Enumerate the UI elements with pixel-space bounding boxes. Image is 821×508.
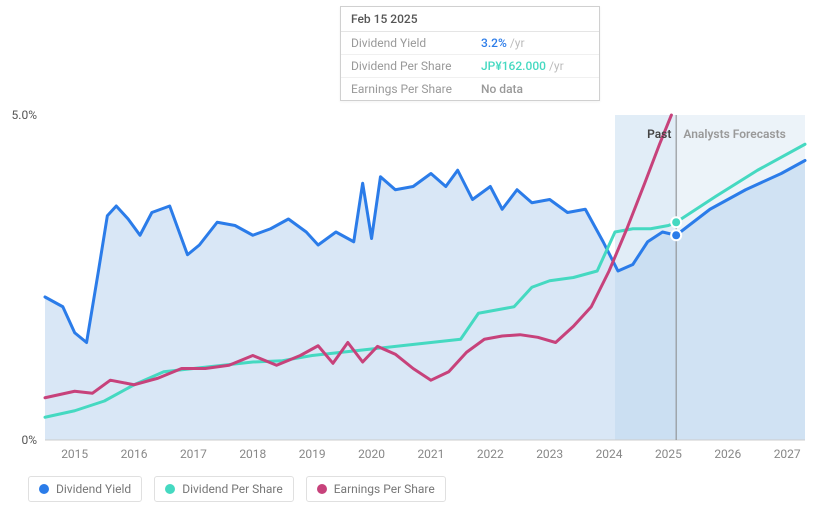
past-label: Past <box>647 127 671 141</box>
hover-tooltip: Feb 15 2025 Dividend Yield3.2%/yrDividen… <box>340 6 600 101</box>
tooltip-row-label: Earnings Per Share <box>351 82 481 96</box>
tooltip-row-suffix: /yr <box>510 36 525 50</box>
dividend-chart: 0% 5.0% 2015 2016 2017 2018 2019 2020 2021 2022 20… <box>0 0 821 508</box>
tooltip-row: Dividend Yield3.2%/yr <box>341 32 599 55</box>
tooltip-row: Earnings Per ShareNo data <box>341 78 599 100</box>
x-tick-label: 2016 <box>121 447 148 461</box>
x-tick-label: 2015 <box>61 447 88 461</box>
x-tick-label: 2026 <box>714 447 741 461</box>
legend-dot-icon <box>165 484 175 494</box>
x-tick-label: 2021 <box>417 447 444 461</box>
legend-item-dividend_yield[interactable]: Dividend Yield <box>28 476 142 502</box>
hover-marker-1 <box>672 218 680 226</box>
tooltip-row-suffix: /yr <box>549 59 564 73</box>
tooltip-row-label: Dividend Yield <box>351 36 481 50</box>
x-tick-label: 2025 <box>655 447 682 461</box>
legend-dot-icon <box>317 484 327 494</box>
legend-item-dividend_per_share[interactable]: Dividend Per Share <box>154 476 294 502</box>
x-tick-label: 2017 <box>180 447 207 461</box>
y-tick-label: 5.0% <box>12 108 38 122</box>
legend-label: Dividend Per Share <box>182 482 283 496</box>
x-tick-label: 2022 <box>477 447 504 461</box>
x-tick-label: 2023 <box>536 447 563 461</box>
tooltip-row: Dividend Per ShareJP¥162.000/yr <box>341 55 599 78</box>
tooltip-row-label: Dividend Per Share <box>351 59 481 73</box>
x-tick-label: 2019 <box>299 447 326 461</box>
x-tick-label: 2027 <box>774 447 801 461</box>
tooltip-date: Feb 15 2025 <box>341 7 599 32</box>
legend-item-earnings_per_share[interactable]: Earnings Per Share <box>306 476 446 502</box>
x-tick-label: 2024 <box>596 447 623 461</box>
x-tick-label: 2018 <box>239 447 266 461</box>
legend-label: Dividend Yield <box>56 482 131 496</box>
x-tick-label: 2020 <box>358 447 385 461</box>
chart-legend: Dividend Yield Dividend Per Share Earnings… <box>28 476 446 502</box>
legend-label: Earnings Per Share <box>334 482 435 496</box>
hover-marker-0 <box>672 231 680 239</box>
tooltip-row-value: No data <box>481 82 523 96</box>
legend-dot-icon <box>39 484 49 494</box>
y-tick-label: 0% <box>21 433 37 447</box>
forecast-label: Analysts Forecasts <box>683 127 785 141</box>
tooltip-row-value: 3.2% <box>481 36 507 50</box>
tooltip-row-value: JP¥162.000 <box>481 59 546 73</box>
